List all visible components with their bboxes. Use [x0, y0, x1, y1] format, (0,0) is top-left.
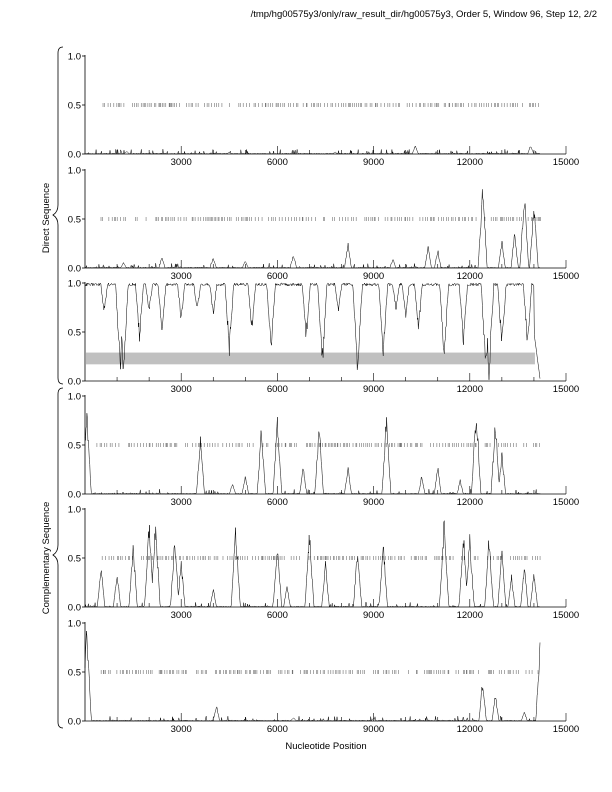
x-tick-label: 15000: [553, 271, 579, 282]
x-tick-label: 15000: [553, 497, 579, 508]
x-tick-label: 6000: [267, 724, 288, 735]
y-tick-label: 1.0: [68, 619, 81, 630]
x-tick-label: 12000: [457, 497, 483, 508]
series-line: [84, 282, 541, 380]
x-tick-label: 12000: [457, 271, 483, 282]
x-tick-label: 15000: [553, 610, 579, 621]
y-tick-label: 1.0: [68, 279, 81, 290]
x-tick-label: 15000: [553, 384, 579, 395]
y-tick-label: 0.0: [68, 490, 81, 501]
x-tick-label: 12000: [457, 724, 483, 735]
panel-complementary-frame-1: 0.0 0.5 1.0 3000 6000 9000 12000 15000: [68, 392, 579, 509]
series-line: [84, 630, 541, 722]
x-tick-label: 6000: [267, 271, 288, 282]
x-tick-label: 3000: [171, 610, 192, 621]
x-tick-label: 3000: [171, 497, 192, 508]
x-tick-label: 3000: [171, 724, 192, 735]
y-tick-label: 0.0: [68, 603, 81, 614]
panel-complementary-frame-2: 0.0 0.5 1.0 3000 6000 9000 12000 15000: [68, 505, 579, 622]
x-tick-label: 9000: [363, 610, 384, 621]
threshold-band: [86, 352, 535, 365]
x-tick-label: 9000: [363, 157, 384, 168]
y-tick-label: 0.5: [68, 554, 81, 565]
series-line: [84, 145, 541, 155]
panel-direct-frame-1: 0.0 0.5 1.0 3000 6000 9000 12000 15000: [68, 52, 579, 169]
x-tick-label: 12000: [457, 384, 483, 395]
x-tick-label: 15000: [553, 724, 579, 735]
group-label-direct: Direct Sequence: [41, 183, 52, 253]
y-tick-label: 0.0: [68, 150, 81, 161]
x-tick-label: 6000: [267, 497, 288, 508]
x-tick-label: 15000: [553, 157, 579, 168]
y-tick-label: 0.5: [68, 328, 81, 339]
x-tick-label: 6000: [267, 610, 288, 621]
y-tick-label: 1.0: [68, 166, 81, 177]
x-tick-label: 3000: [171, 384, 192, 395]
x-tick-label: 12000: [457, 610, 483, 621]
y-tick-label: 1.0: [68, 392, 81, 403]
x-tick-label: 3000: [171, 271, 192, 282]
series-line: [85, 189, 541, 269]
y-tick-label: 0.0: [68, 717, 81, 728]
panel-complementary-frame-3: 0.0 0.5 1.0 3000 6000 9000 12000 15000: [68, 619, 579, 736]
panel-direct-frame-2: 0.0 0.5 1.0 3000 6000 9000 12000 15000: [68, 166, 579, 283]
chart-title: /tmp/hg00575y3/only/raw_result_dir/hg005…: [251, 9, 597, 20]
y-tick-label: 0.5: [68, 215, 81, 226]
x-tick-label: 9000: [363, 724, 384, 735]
y-tick-label: 0.0: [68, 264, 81, 275]
x-tick-label: 12000: [457, 157, 483, 168]
x-tick-label: 9000: [363, 271, 384, 282]
x-axis-label: Nucleotide Position: [285, 741, 366, 752]
panel-noncoding: 0.0 0.5 1.0 3000 6000 9000 12000 15000: [68, 279, 579, 396]
y-tick-label: 0.5: [68, 101, 81, 112]
brace-complementary: [52, 387, 64, 729]
y-tick-label: 1.0: [68, 505, 81, 516]
x-tick-label: 9000: [363, 497, 384, 508]
series-line: [84, 413, 541, 495]
y-tick-label: 1.0: [68, 52, 81, 63]
x-tick-label: 6000: [267, 384, 288, 395]
x-tick-label: 3000: [171, 157, 192, 168]
series-line: [84, 520, 541, 608]
y-tick-label: 0.5: [68, 441, 81, 452]
y-tick-label: 0.5: [68, 668, 81, 679]
x-tick-label: 9000: [363, 384, 384, 395]
brace-direct: [52, 46, 64, 385]
y-tick-label: 0.0: [68, 377, 81, 388]
group-label-complementary: Complementary Sequence: [41, 502, 52, 614]
x-tick-label: 6000: [267, 157, 288, 168]
